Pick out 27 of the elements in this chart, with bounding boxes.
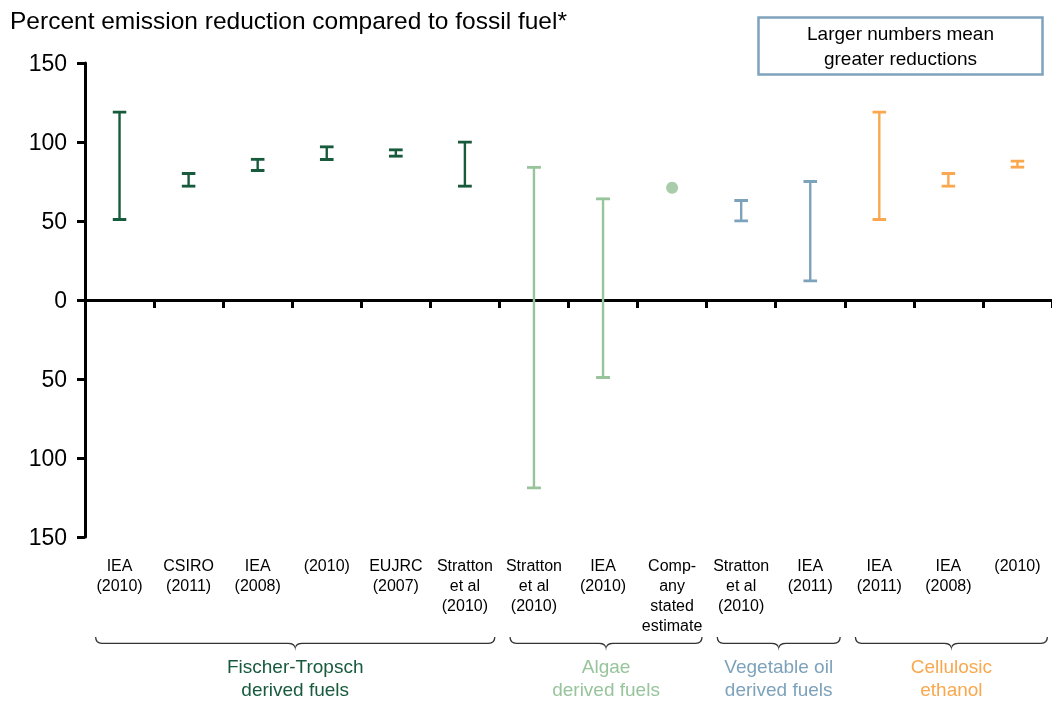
x-tick-label: Stratton et al (2010): [436, 556, 493, 614]
x-tick-label: (2010): [994, 556, 1041, 574]
y-tick-label: 100: [28, 445, 67, 471]
y-tick-label: 0: [54, 287, 67, 313]
text: Fischer-Tropsch derived fuels: [226, 656, 364, 700]
y-tick-label: 50: [41, 208, 67, 234]
y-tick-label: 100: [28, 129, 67, 155]
y-tick-label: 50: [41, 366, 67, 392]
x-tick-label: Stratton et al (2010): [713, 556, 770, 614]
x-tick-label: EUJRC (2007): [369, 556, 423, 594]
x-tick-label: IEA (2011): [856, 556, 902, 594]
x-tick-label: IEA (2008): [234, 556, 281, 594]
x-tick-label: IEA (2008): [925, 556, 972, 594]
annotation: Larger numbers mean greater reductions: [807, 23, 994, 69]
x-tick-label: IEA (2010): [579, 556, 627, 594]
x-tick-label: CSIRO (2011): [163, 556, 214, 594]
text: Vegetable oil derived fuels: [724, 656, 834, 700]
text: Cellulosic ethanol: [910, 656, 993, 700]
x-tick-label: IEA (2010): [96, 556, 143, 594]
y-tick-label: 150: [28, 524, 67, 550]
y-tick-label: 150: [28, 50, 67, 76]
x-tick-label: (2010): [303, 556, 350, 574]
text: Algae derived fuels: [552, 656, 660, 700]
x-tick-label: Comp- any stated estimate: [641, 556, 703, 634]
x-tick-label: Stratton et al (2010): [505, 556, 562, 614]
y-axis-title: Percent emission reduction compared to fossil fuel*: [10, 7, 568, 34]
x-tick-label: IEA (2011): [787, 556, 833, 594]
